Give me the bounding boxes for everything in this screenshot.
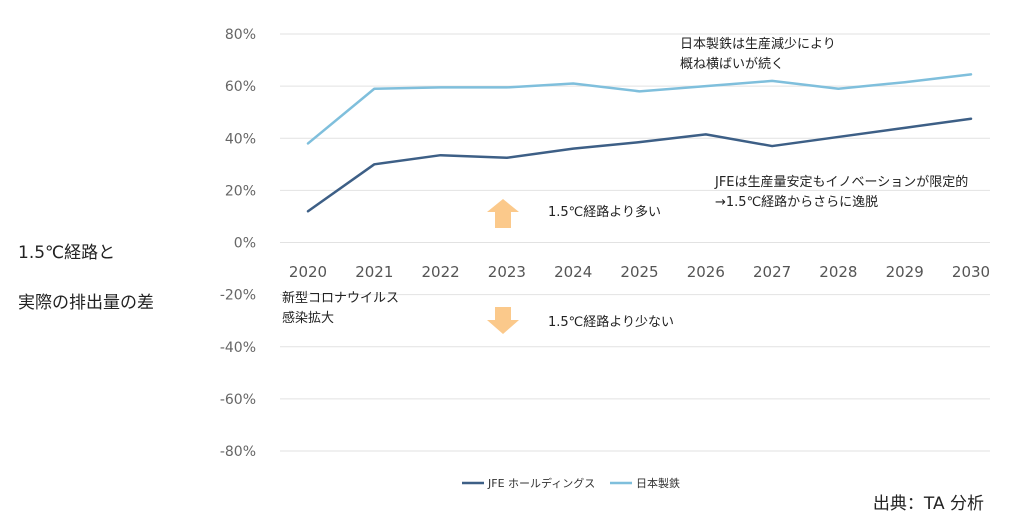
- y-axis-ticks: 80% 60% 40% 20% 0% -20% -40% -60% -80%: [220, 27, 256, 460]
- y-tick-label: 40%: [225, 131, 256, 147]
- x-tick-label: 2025: [620, 263, 658, 281]
- y-tick-label: 0%: [234, 236, 256, 252]
- x-tick-label: 2024: [554, 263, 592, 281]
- source-note: 出典：TA 分析: [872, 494, 984, 514]
- y-tick-label: -60%: [220, 392, 256, 408]
- annotation-less: 1.5℃経路より少ない: [548, 314, 674, 330]
- x-tick-label: 2022: [422, 263, 460, 281]
- y-tick-label: 20%: [225, 183, 256, 199]
- legend-label-nippon: 日本製鉄: [636, 476, 680, 490]
- x-tick-label: 2026: [687, 263, 725, 281]
- x-tick-label: 2029: [886, 263, 924, 281]
- annotation-jfe-line2: →1.5℃経路からさらに逸脱: [715, 194, 878, 210]
- annotation-covid-line1: 新型コロナウイルス: [282, 290, 399, 306]
- annotation-nippon-line2: 概ね横ばいが続く: [680, 57, 784, 72]
- x-tick-label: 2023: [488, 263, 526, 281]
- annotation-more: 1.5℃経路より多い: [548, 204, 661, 220]
- y-tick-label: 80%: [225, 27, 256, 43]
- up-arrow-icon: [487, 199, 519, 228]
- x-tick-label: 2027: [753, 263, 791, 281]
- annotation-jfe-line1: JFEは生産量安定もイノベーションが限定的: [714, 174, 968, 190]
- side-label-line2: 実際の排出量の差: [18, 293, 154, 313]
- y-tick-label: 60%: [225, 79, 256, 95]
- down-arrow-icon: [487, 307, 519, 334]
- series-layer: [306, 73, 973, 213]
- y-tick-label: -20%: [220, 288, 256, 304]
- x-tick-label: 2028: [819, 263, 857, 281]
- y-tick-label: -80%: [220, 444, 256, 460]
- x-tick-label: 2021: [355, 263, 393, 281]
- legend: JFE ホールディングス 日本製鉄: [462, 476, 680, 490]
- annotation-nippon-line1: 日本製鉄は生産減少により: [680, 36, 836, 52]
- grid-layer: [280, 33, 990, 452]
- x-tick-label: 2030: [952, 263, 990, 281]
- side-label-line1: 1.5℃経路と: [18, 243, 116, 263]
- legend-label-jfe: JFE ホールディングス: [487, 476, 595, 490]
- y-tick-label: -40%: [220, 340, 256, 356]
- annotation-covid-line2: 感染拡大: [282, 310, 334, 326]
- x-tick-label: 2020: [289, 263, 327, 281]
- x-axis-categories: 2020 2021 2022 2023 2024 2025 2026 2027 2028 2029…: [289, 263, 990, 281]
